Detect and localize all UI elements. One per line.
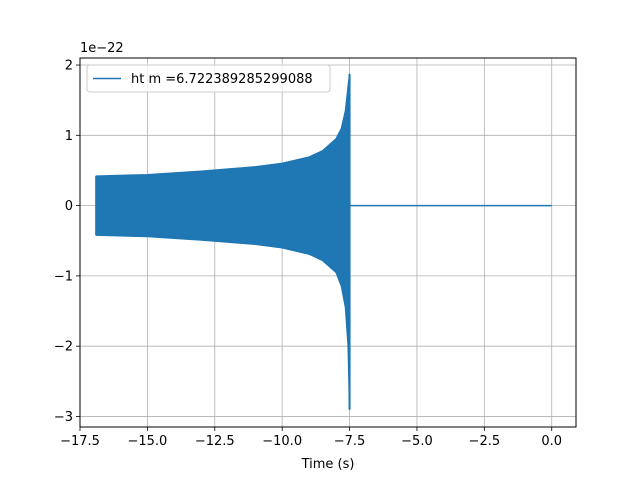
x-tick-label: −5.0 bbox=[401, 434, 433, 449]
x-tick-label: −10.0 bbox=[262, 434, 302, 449]
x-tick-label: 0.0 bbox=[541, 434, 562, 449]
legend-label: ht m =6.722389285299088 bbox=[131, 72, 313, 87]
x-tick-label: −7.5 bbox=[334, 434, 366, 449]
series-layer bbox=[95, 73, 552, 411]
x-tick-label: −15.0 bbox=[127, 434, 167, 449]
ticks: −17.5 −15.0 −12.5 −10.0 −7.5 −5.0 −2.5 0.0 −3 −2 −… bbox=[54, 59, 562, 449]
x-tick-label: −17.5 bbox=[60, 434, 100, 449]
y-tick-label: −3 bbox=[54, 410, 73, 425]
legend-box bbox=[86, 64, 331, 93]
y-tick-label: −2 bbox=[54, 340, 73, 355]
legend: ht m =6.722389285299088 bbox=[86, 64, 331, 93]
y-tick-label: 1 bbox=[65, 129, 73, 144]
x-tick-label: −12.5 bbox=[195, 434, 235, 449]
x-tick-label: −2.5 bbox=[469, 434, 501, 449]
y-tick-label: 0 bbox=[65, 199, 73, 214]
plot-frame bbox=[79, 57, 577, 428]
y-tick-label: 2 bbox=[65, 59, 73, 74]
x-axis-label: Time (s) bbox=[301, 457, 355, 472]
y-offset-label: 1e−22 bbox=[80, 41, 124, 56]
y-tick-label: −1 bbox=[54, 269, 73, 284]
